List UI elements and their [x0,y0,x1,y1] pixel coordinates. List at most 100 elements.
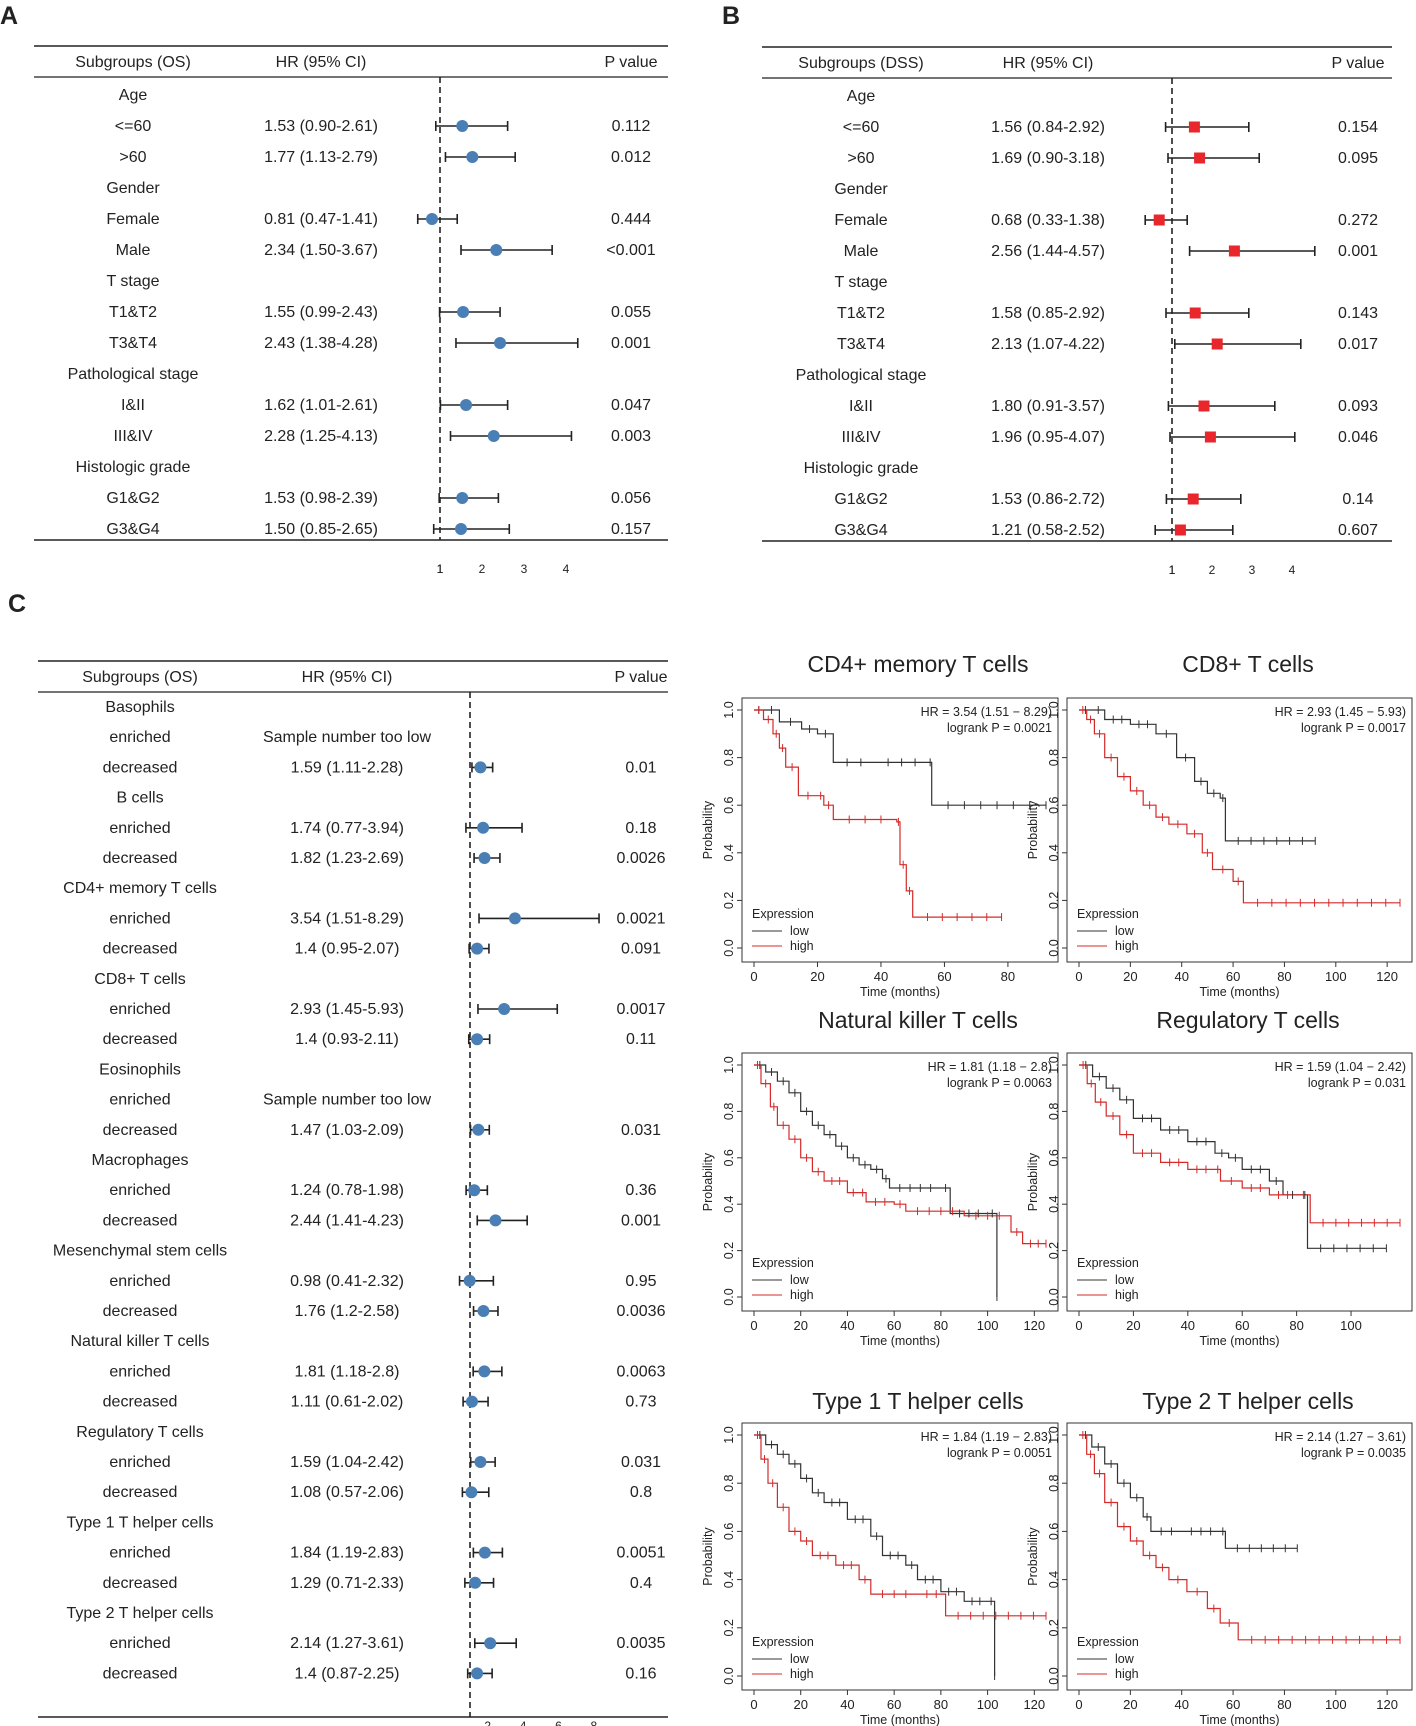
subgroup-label: decreased [103,1031,178,1048]
hr-point-circle [463,1274,476,1287]
column-header-p-value: P value [604,54,657,71]
km-y-tick-label: 0.4 [1047,1195,1061,1212]
p-value-text: <0.001 [606,242,655,259]
column-header-hr: HR (95% CI) [1003,55,1094,72]
subgroup-heading: Gender [834,181,888,198]
hr-ci-text: 2.56 (1.44-4.57) [991,243,1105,260]
subgroup-heading: Basophils [105,699,174,716]
km-curve-low [754,709,1046,806]
km-legend-high-label: high [1115,939,1139,953]
hr-point-square [1204,431,1216,443]
hr-point-square [1211,338,1223,350]
subgroup-label: enriched [109,1182,170,1199]
hr-ci-text: 1.62 (1.01-2.61) [264,397,378,414]
axis-tick-label: 6 [555,1719,562,1726]
axis-tick-label: 1 [437,562,444,576]
km-y-tick-label: 0.6 [1047,1149,1061,1166]
km-x-tick-label: 120 [1023,1318,1045,1333]
hr-ci-text: 1.4 (0.93-2.11) [295,1031,399,1048]
km-y-tick-label: 0.2 [1047,892,1061,909]
subgroup-heading: Pathological stage [68,366,199,383]
column-header-p-value: P value [614,669,667,686]
subgroup-label: <=60 [843,119,880,136]
column-header-subgroup: Subgroups (OS) [75,54,191,71]
hr-ci-text: 2.34 (1.50-3.67) [264,242,378,259]
km-legend-title: Expression [752,1635,814,1649]
p-value-text: 0.143 [1338,305,1378,322]
p-value-text: 0.001 [621,1212,661,1229]
km-logrank-text: logrank P = 0.0051 [947,1446,1052,1460]
km-x-tick-label: 100 [1325,969,1347,984]
km-curve-high [754,709,1002,918]
subgroup-label: decreased [103,1484,178,1501]
km-x-tick-label: 80 [1289,1318,1303,1333]
km-y-tick-label: 0.2 [722,892,736,909]
km-legend-low-label: low [790,1273,810,1287]
hr-point-circle [465,1486,478,1499]
subgroup-label: I&II [121,397,145,414]
hr-point-circle [472,1123,485,1136]
p-value-text: 0.091 [621,941,661,958]
km-y-tick-label: 1.0 [722,1056,736,1073]
km-curve-low [754,1434,996,1676]
hr-point-circle [489,1214,502,1227]
subgroup-label: enriched [109,1092,170,1109]
km-title: Type 2 T helper cells [1142,1388,1353,1414]
km-legend-title: Expression [752,1256,814,1270]
km-x-tick-label: 80 [1277,1697,1291,1712]
hr-point-circle [494,337,507,349]
km-y-tick-label: 0.0 [1047,1667,1061,1684]
hr-point-circle [498,1003,511,1015]
km-y-tick-label: 0.6 [722,796,736,813]
km-y-tick-label: 0.8 [1047,749,1061,766]
panel-label-c: C [8,590,26,618]
axis-tick-label: 3 [521,562,528,576]
km-y-axis-label: Probability [701,800,715,859]
hr-ci-text: 1.56 (0.84-2.92) [991,119,1105,136]
subgroup-label: T1&T2 [837,305,885,322]
km-y-tick-label: 0.8 [722,1474,736,1491]
km-y-tick-label: 0.2 [722,1242,736,1259]
hr-ci-text: 1.21 (0.58-2.52) [991,522,1105,539]
km-y-tick-label: 0.0 [722,1667,736,1684]
hr-point-circle [471,1667,484,1680]
km-plot: Natural killer T cells 0.0 0.2 0.4 0.6 0.8 1.0… [701,1007,1059,1348]
km-frame [1066,697,1413,963]
p-value-text: 0.0017 [617,1001,666,1018]
km-frame [1066,1422,1413,1691]
axis-tick-label-ref: 1 [437,562,444,576]
km-y-tick-label: 0.0 [1047,1288,1061,1305]
hr-ci-text: 0.81 (0.47-1.41) [264,211,378,228]
axis-tick-label: 1 [1169,563,1176,577]
hr-ci-text: Sample number too low [263,729,432,746]
subgroup-heading: Pathological stage [796,367,927,384]
subgroup-label: G3&G4 [106,521,159,538]
column-header-subgroup: Subgroups (OS) [82,669,198,686]
km-frame [1066,1052,1413,1312]
axis-tick-label: 8 [591,1719,598,1726]
forest-plot-immune-os: Subgroups (OS) HR (95% CI) P value 2 4 6 8 Baso… [38,660,668,1726]
subgroup-heading: Regulatory T cells [76,1424,203,1441]
hr-point-circle [487,430,500,442]
axis-tick-label: 2 [1209,563,1216,577]
hr-ci-text: 1.53 (0.98-2.39) [264,490,378,507]
subgroup-heading: Gender [106,180,160,197]
subgroup-heading: T stage [834,274,887,291]
column-header-hr: HR (95% CI) [302,669,393,686]
hr-ci-text: 1.96 (0.95-4.07) [991,429,1105,446]
hr-ci-text: 1.69 (0.90-3.18) [991,150,1105,167]
hr-point-circle [478,1365,491,1378]
km-hr-text: HR = 2.93 (1.45 − 5.93) [1275,705,1406,719]
column-header-p-value: P value [1331,55,1384,72]
km-hr-text: HR = 1.84 (1.19 − 2.83) [921,1430,1052,1444]
p-value-text: 0.0026 [617,850,666,867]
km-x-tick-label: 80 [934,1318,948,1333]
km-y-axis-label: Probability [1026,1527,1040,1586]
km-x-tick-label: 0 [750,969,757,984]
subgroup-heading: Histologic grade [804,460,919,477]
km-legend-high-label: high [790,1288,814,1302]
hr-point-square [1187,493,1199,505]
km-x-tick-label: 100 [1340,1318,1362,1333]
subgroup-heading: Age [119,87,148,104]
km-curve-high [1079,1064,1400,1224]
